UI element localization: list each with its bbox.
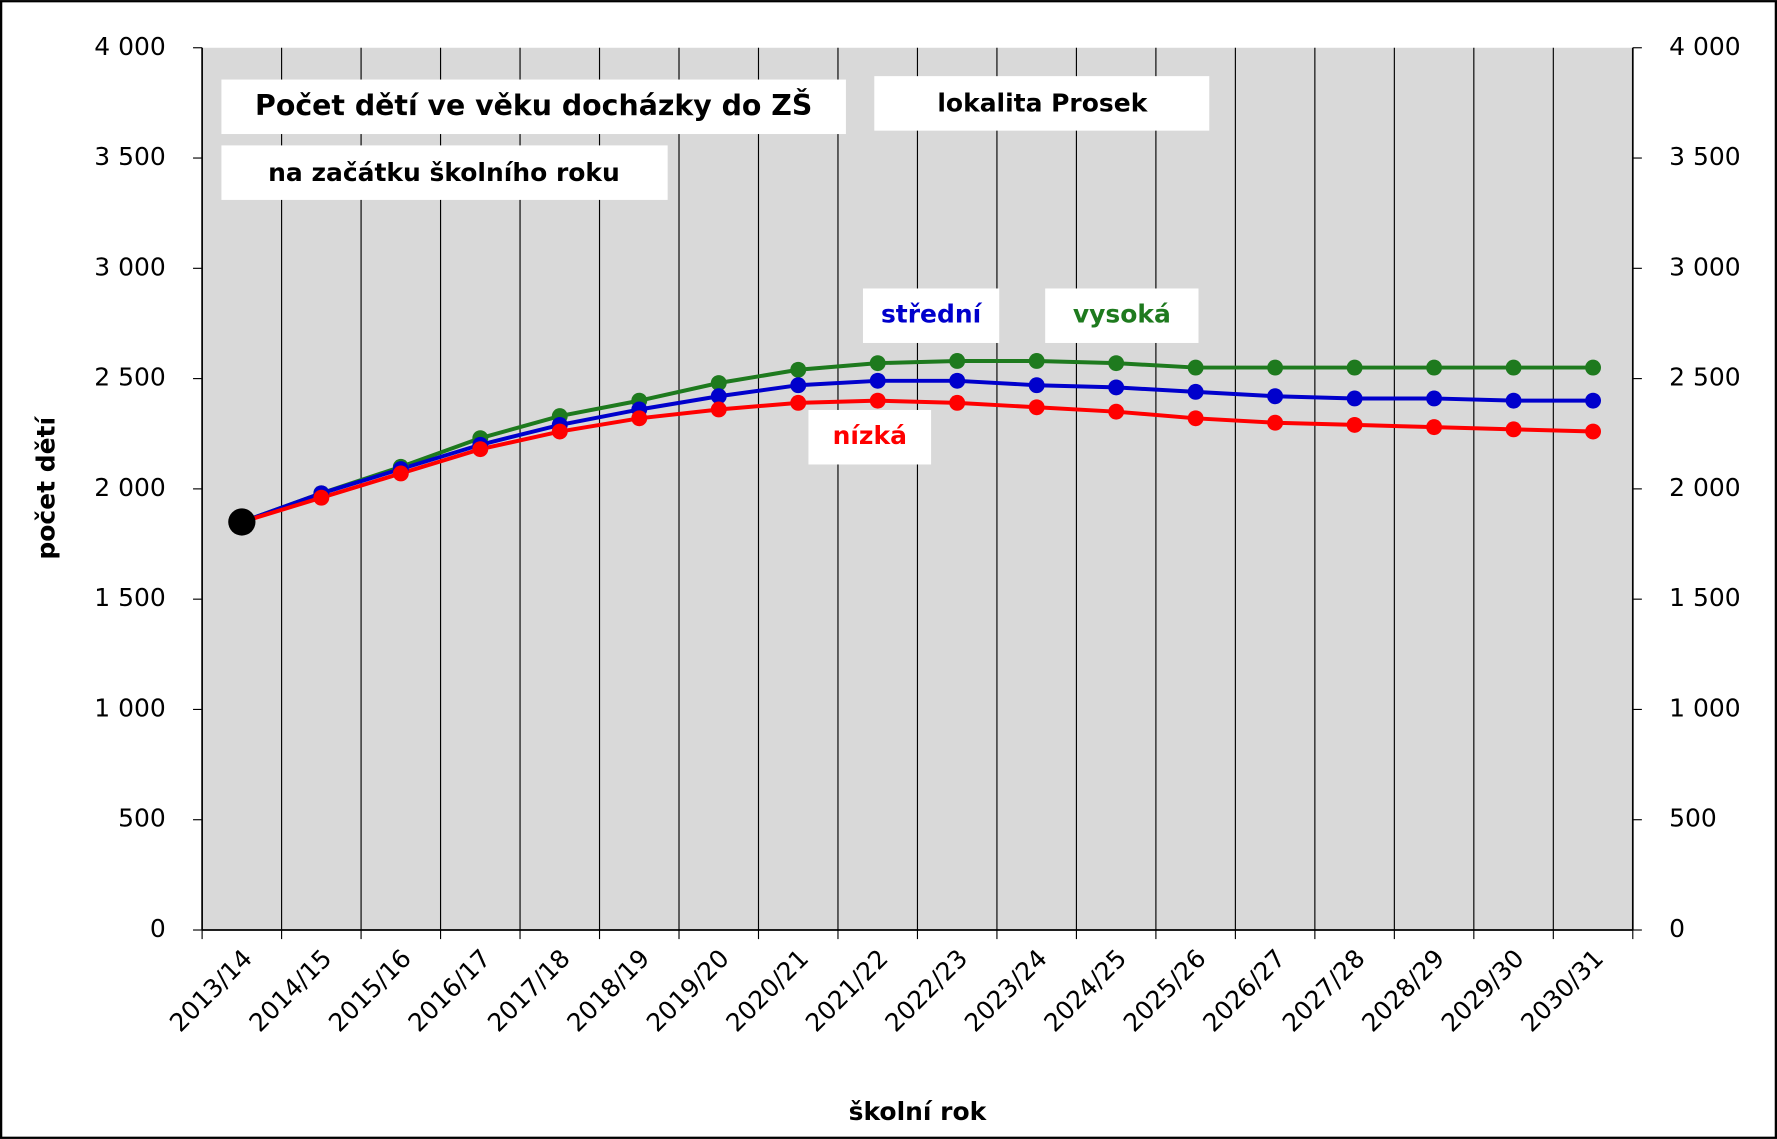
data-point (790, 361, 807, 378)
data-point (1187, 359, 1204, 376)
y2-tick-label: 500 (1669, 804, 1717, 833)
data-point (1426, 419, 1443, 436)
data-point (1267, 388, 1284, 405)
data-point (1505, 359, 1522, 376)
data-point (1267, 359, 1284, 376)
y2-tick-label: 0 (1669, 914, 1685, 943)
data-point (1346, 416, 1363, 433)
y2-tick-label: 3 500 (1669, 142, 1740, 171)
y-tick-label: 1 500 (94, 583, 165, 612)
y-tick-label: 500 (118, 804, 166, 833)
legend-label: vysoká (1073, 300, 1171, 329)
y-tick-label: 2 000 (94, 473, 165, 502)
data-point (1108, 355, 1125, 372)
series-label-box (808, 409, 932, 465)
y2-tick-label: 4 000 (1669, 32, 1740, 61)
x-axis-label: školní rok (849, 1097, 988, 1126)
data-point (1028, 353, 1045, 369)
data-point (313, 489, 330, 506)
data-point (1346, 390, 1363, 407)
data-point (1187, 383, 1204, 400)
y-axis-label: počet dětí (32, 416, 61, 560)
data-point (1585, 423, 1602, 440)
data-point (1108, 403, 1125, 420)
data-point (631, 410, 648, 427)
series-line (241, 398, 1594, 524)
data-point (1187, 410, 1204, 427)
data-point (1028, 377, 1045, 394)
series-line (241, 358, 1594, 524)
data-point (551, 423, 568, 440)
data-point (869, 372, 886, 389)
data-point (1505, 421, 1522, 438)
data-point (1426, 390, 1443, 407)
data-point (869, 392, 886, 409)
data-point (949, 394, 966, 411)
y-tick-label: 1 000 (94, 693, 165, 722)
data-point (1028, 399, 1045, 416)
y-tick-label: 3 500 (94, 142, 165, 171)
data-point (710, 388, 727, 405)
data-point (1108, 379, 1125, 396)
y-tick-label: 0 (150, 914, 166, 943)
data-point (392, 465, 409, 482)
y-tick-label: 4 000 (94, 32, 165, 61)
y-tick-label: 2 500 (94, 363, 165, 392)
y2-tick-label: 3 000 (1669, 252, 1740, 281)
data-point (790, 394, 807, 411)
series-label-box (862, 288, 1000, 343)
data-point (710, 401, 727, 418)
data-point (869, 355, 886, 372)
data-point (790, 377, 807, 394)
legend-label: nízká (833, 421, 907, 450)
y2-tick-label: 1 500 (1669, 583, 1740, 612)
series-label-box (1045, 288, 1199, 343)
chart-title: Počet dětí ve věku docházky do ZŠ (255, 88, 812, 122)
data-point (1585, 359, 1602, 376)
data-point (1267, 414, 1284, 431)
start-point (228, 508, 256, 536)
y2-tick-label: 2 500 (1669, 363, 1740, 392)
annotation-box (874, 76, 1210, 131)
y-tick-label: 3 000 (94, 252, 165, 281)
data-point (1505, 392, 1522, 409)
legend-label: střední (881, 300, 983, 329)
title-box (221, 79, 846, 135)
annotation: lokalita Prosek (937, 89, 1148, 118)
data-point (1585, 392, 1602, 409)
data-point (710, 375, 727, 391)
data-point (472, 441, 489, 458)
data-point (949, 372, 966, 389)
data-point (1346, 359, 1363, 376)
subtitle-box (221, 145, 668, 200)
y2-tick-label: 2 000 (1669, 473, 1740, 502)
y2-tick-label: 1 000 (1669, 693, 1740, 722)
subtitle: na začátku školního roku (268, 158, 620, 187)
data-point (949, 353, 966, 369)
data-point (1426, 359, 1443, 376)
series-line (241, 378, 1594, 524)
